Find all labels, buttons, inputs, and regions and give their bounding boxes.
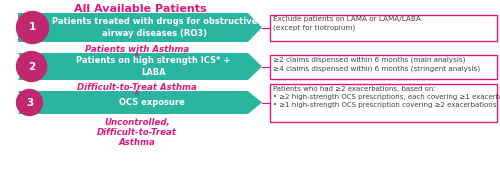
Text: Patients on high strength ICS* +
LABA: Patients on high strength ICS* + LABA <box>76 56 231 77</box>
FancyBboxPatch shape <box>270 83 497 121</box>
Circle shape <box>16 51 46 81</box>
Circle shape <box>16 11 48 43</box>
FancyBboxPatch shape <box>270 55 497 79</box>
Polygon shape <box>18 91 262 114</box>
Text: Patients treated with drugs for obstructive
airway diseases (RO3): Patients treated with drugs for obstruct… <box>52 17 257 38</box>
Text: Difficult-to-Treat Asthma: Difficult-to-Treat Asthma <box>77 83 197 93</box>
Polygon shape <box>18 53 262 80</box>
Text: Patients who had ≥2 exacerbations, based on:
• ≥2 high-strength OCS prescription: Patients who had ≥2 exacerbations, based… <box>273 86 500 107</box>
Text: 1: 1 <box>29 23 36 33</box>
Text: 3: 3 <box>26 98 33 107</box>
Circle shape <box>16 89 42 115</box>
Polygon shape <box>18 13 262 42</box>
Text: ≥2 claims dispensed within 6 months (main analysis)
≥4 claims dispensed within 6: ≥2 claims dispensed within 6 months (mai… <box>273 56 480 72</box>
Text: Uncontrolled,
Difficult-to-Treat
Asthma: Uncontrolled, Difficult-to-Treat Asthma <box>97 118 177 147</box>
Text: 2: 2 <box>28 61 35 72</box>
Text: Patients with Asthma: Patients with Asthma <box>85 46 189 55</box>
Text: Exclude patients on LAMA or LAMA/LABA
(except for tiotropium): Exclude patients on LAMA or LAMA/LABA (e… <box>273 16 421 31</box>
FancyBboxPatch shape <box>270 15 497 41</box>
Text: OCS exposure: OCS exposure <box>118 98 184 107</box>
Text: All Available Patients: All Available Patients <box>74 4 206 14</box>
